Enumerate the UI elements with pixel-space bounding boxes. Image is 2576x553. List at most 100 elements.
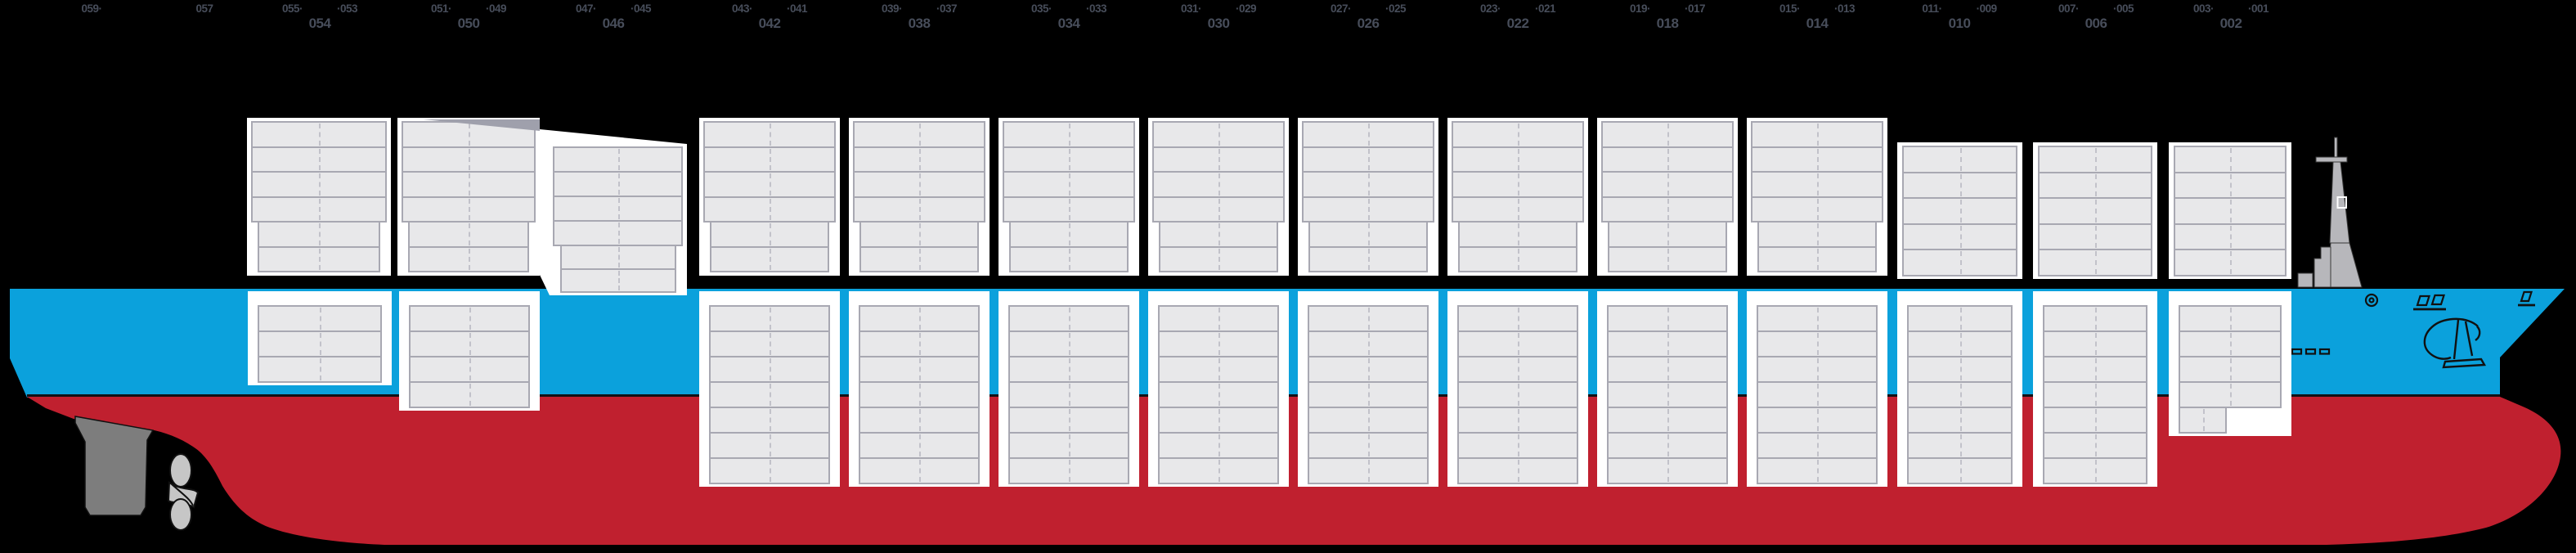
container-slot[interactable]: [560, 268, 676, 293]
container-slot[interactable]: [560, 245, 676, 270]
container-slot[interactable]: [258, 330, 382, 357]
bay-042-below-stack[interactable]: [699, 291, 840, 487]
container-slot[interactable]: [1308, 330, 1429, 357]
container-slot[interactable]: [853, 196, 985, 223]
bay-018-above-stack[interactable]: [1597, 118, 1738, 276]
container-slot[interactable]: [1152, 121, 1285, 148]
bay-030-below-stack[interactable]: [1148, 291, 1289, 487]
container-slot[interactable]: [2043, 305, 2147, 332]
container-slot[interactable]: [1607, 305, 1728, 332]
container-slot[interactable]: [2179, 381, 2282, 408]
container-slot[interactable]: [859, 305, 980, 332]
bay-026-below-stack[interactable]: [1298, 291, 1438, 487]
bay-022-below-stack[interactable]: [1447, 291, 1588, 487]
bay-054-below-stack[interactable]: [248, 291, 392, 385]
container-slot[interactable]: [2043, 381, 2147, 408]
container-slot[interactable]: [2179, 305, 2282, 332]
container-slot[interactable]: [859, 330, 980, 357]
container-slot[interactable]: [859, 432, 980, 459]
container-slot[interactable]: [1159, 245, 1278, 272]
container-slot[interactable]: [2043, 407, 2147, 434]
container-slot[interactable]: [1308, 245, 1428, 272]
container-slot[interactable]: [1907, 356, 2013, 383]
container-slot[interactable]: [1008, 330, 1129, 357]
bay-050-above-stack[interactable]: [397, 118, 540, 276]
container-slot[interactable]: [859, 457, 980, 484]
container-slot[interactable]: [1302, 196, 1434, 223]
container-slot[interactable]: [1452, 196, 1584, 223]
container-slot[interactable]: [859, 221, 979, 248]
container-slot[interactable]: [402, 146, 536, 173]
container-slot[interactable]: [1158, 381, 1279, 408]
container-slot[interactable]: [1607, 432, 1728, 459]
bay-002-below-stack[interactable]: [2169, 291, 2291, 436]
bay-014-below-stack[interactable]: [1747, 291, 1887, 487]
container-slot[interactable]: [709, 407, 830, 434]
container-slot[interactable]: [258, 356, 382, 383]
container-slot[interactable]: [1907, 305, 2013, 332]
bay-038-above-stack[interactable]: [849, 118, 990, 276]
bay-018-below-stack[interactable]: [1597, 291, 1738, 487]
container-slot[interactable]: [1902, 249, 2017, 276]
container-slot[interactable]: [1152, 171, 1285, 198]
container-slot[interactable]: [1757, 457, 1878, 484]
container-slot[interactable]: [709, 432, 830, 459]
container-slot[interactable]: [1607, 330, 1728, 357]
bay-002-above-stack[interactable]: [2169, 142, 2291, 279]
container-slot[interactable]: [2043, 330, 2147, 357]
bay-050-below-stack[interactable]: [399, 291, 540, 411]
container-slot[interactable]: [1751, 121, 1883, 148]
container-slot[interactable]: [1308, 457, 1429, 484]
container-slot[interactable]: [710, 245, 829, 272]
container-slot[interactable]: [853, 146, 985, 173]
container-slot[interactable]: [1308, 305, 1429, 332]
container-slot[interactable]: [2174, 146, 2287, 173]
container-slot[interactable]: [2043, 356, 2147, 383]
container-slot[interactable]: [1158, 457, 1279, 484]
container-slot[interactable]: [1458, 245, 1577, 272]
container-slot[interactable]: [2043, 432, 2147, 459]
container-slot[interactable]: [1607, 457, 1728, 484]
container-slot[interactable]: [703, 196, 836, 223]
container-slot[interactable]: [258, 305, 382, 332]
container-slot[interactable]: [1601, 171, 1734, 198]
container-slot[interactable]: [1751, 196, 1883, 223]
container-slot[interactable]: [1608, 245, 1727, 272]
bay-054-above-stack[interactable]: [247, 118, 391, 276]
bay-042-above-stack[interactable]: [699, 118, 840, 276]
container-slot[interactable]: [2179, 330, 2282, 357]
container-slot[interactable]: [2174, 197, 2287, 225]
container-slot[interactable]: [553, 171, 683, 197]
container-slot[interactable]: [2038, 171, 2152, 200]
container-slot[interactable]: [1158, 305, 1279, 332]
container-slot[interactable]: [1902, 171, 2017, 200]
container-slot[interactable]: [859, 381, 980, 408]
container-slot[interactable]: [1457, 457, 1578, 484]
container-slot[interactable]: [1907, 457, 2013, 484]
container-slot[interactable]: [1457, 305, 1578, 332]
container-slot[interactable]: [1009, 221, 1129, 248]
container-slot[interactable]: [1757, 407, 1878, 434]
container-slot[interactable]: [1757, 356, 1878, 383]
container-slot[interactable]: [1009, 245, 1129, 272]
container-slot[interactable]: [703, 121, 836, 148]
container-slot[interactable]: [1003, 196, 1135, 223]
container-slot[interactable]: [251, 171, 387, 198]
bay-014-above-stack[interactable]: [1747, 118, 1887, 276]
container-slot[interactable]: [1008, 356, 1129, 383]
container-slot[interactable]: [1457, 432, 1578, 459]
container-slot[interactable]: [1907, 407, 2013, 434]
container-slot[interactable]: [409, 330, 530, 357]
container-slot[interactable]: [402, 196, 536, 223]
container-slot[interactable]: [2174, 223, 2287, 251]
container-slot[interactable]: [258, 245, 380, 272]
container-slot[interactable]: [703, 146, 836, 173]
container-slot[interactable]: [1302, 171, 1434, 198]
bay-006-above-stack[interactable]: [2033, 142, 2157, 279]
container-slot[interactable]: [1159, 221, 1278, 248]
bay-010-above-stack[interactable]: [1897, 142, 2022, 279]
container-slot[interactable]: [409, 381, 530, 408]
container-slot[interactable]: [1008, 432, 1129, 459]
container-slot[interactable]: [2179, 356, 2282, 383]
container-slot[interactable]: [2043, 457, 2147, 484]
